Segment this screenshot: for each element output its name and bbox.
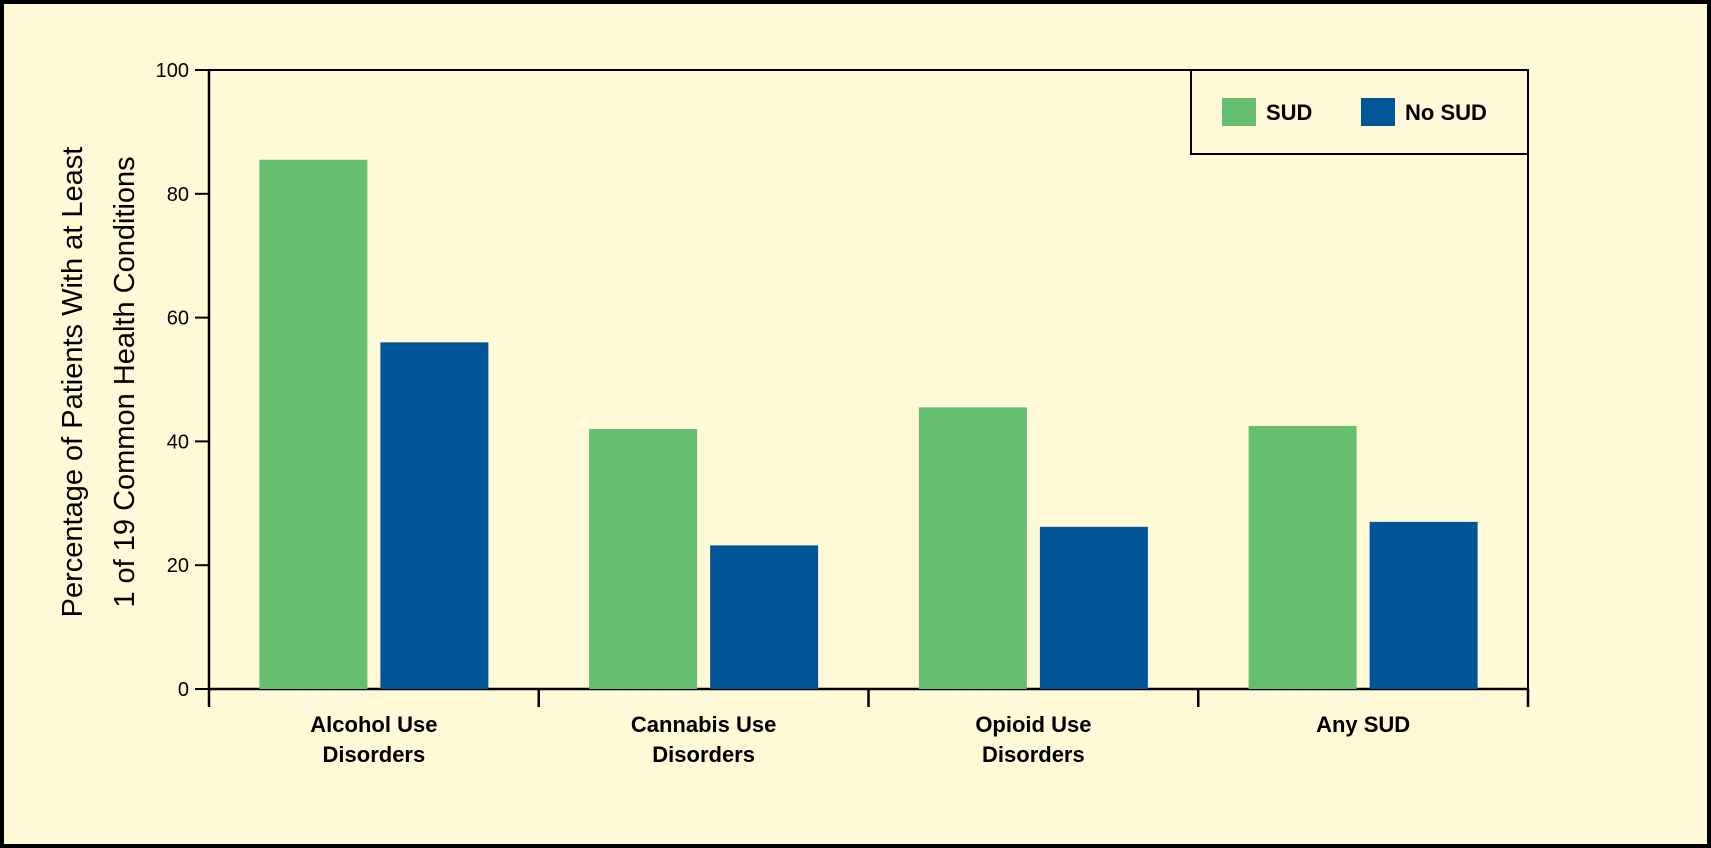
x-category-label: Any SUD (1316, 712, 1410, 737)
legend-swatch-no-sud (1361, 98, 1395, 126)
y-tick-label: 80 (167, 184, 189, 206)
bar-no-sud (1039, 526, 1148, 689)
x-category-label: Cannabis Use (631, 712, 777, 737)
labels: 0 20 40 60 80 100 Alcohol Use Disorders Cannabis… (57, 60, 1410, 767)
x-category-label: Disorders (323, 742, 426, 767)
x-category-label: Alcohol Use (310, 712, 437, 737)
bars (259, 159, 1478, 689)
y-axis-title: 1 of 19 Common Health Conditions (109, 156, 141, 607)
legend-label-no-sud: No SUD (1405, 100, 1487, 125)
bar-no-sud (710, 545, 819, 689)
x-category-label: Disorders (652, 742, 755, 767)
x-category-label: Opioid Use (975, 712, 1091, 737)
y-tick-label: 100 (156, 60, 189, 82)
y-tick-label: 20 (167, 555, 189, 577)
bar-sud (259, 159, 368, 689)
y-tick-label: 60 (167, 308, 189, 330)
legend: SUD No SUD (1190, 69, 1529, 155)
bar-sud (1248, 425, 1357, 689)
x-category-label: Disorders (982, 742, 1085, 767)
y-tick-label: 40 (167, 431, 189, 453)
legend-swatch-sud (1222, 98, 1256, 126)
y-tick-label: 0 (178, 679, 189, 701)
legend-label-sud: SUD (1266, 100, 1312, 125)
bar-sud (589, 429, 698, 689)
y-axis-title: Percentage of Patients With at Least (57, 147, 89, 618)
bar-no-sud (1369, 521, 1478, 689)
bar-no-sud (380, 342, 489, 689)
bar-sud (918, 407, 1027, 689)
bar-chart: 0 20 40 60 80 100 Alcohol Use Disorders Cannabis… (4, 4, 1707, 844)
